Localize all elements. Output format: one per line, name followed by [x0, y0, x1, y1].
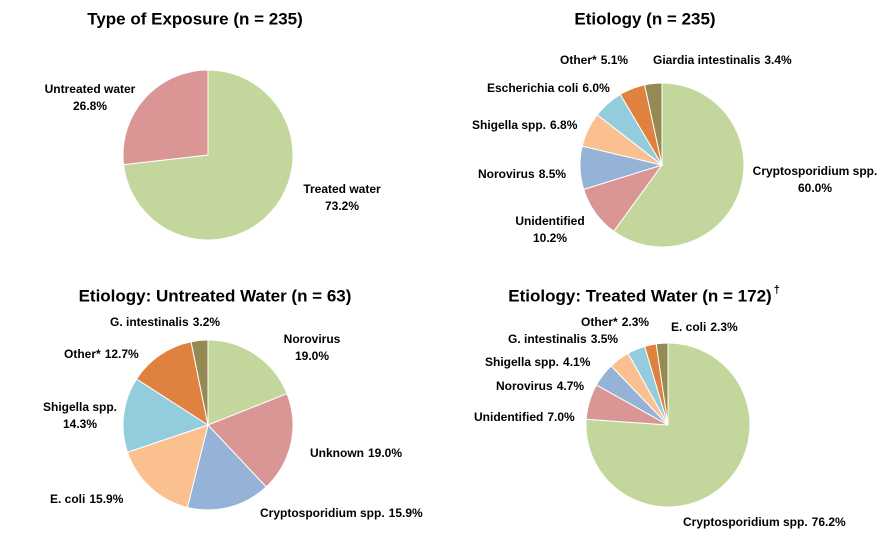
chart-title: Type of Exposure (n = 235) — [87, 9, 303, 28]
value-label: 10.2% — [533, 231, 567, 245]
pie-slice — [190, 339, 209, 426]
slice-label: Cryptosporidium spp. — [260, 506, 385, 520]
chart-title: Etiology: Treated Water (n = 172) — [508, 286, 771, 305]
value-label: 14.3% — [63, 417, 97, 431]
slice-label: Other* — [64, 347, 101, 361]
slice-label: Shigella spp. — [472, 118, 546, 132]
value-label: 4.7% — [557, 379, 585, 393]
pie-slice — [644, 82, 663, 166]
value-label: 5.1% — [601, 53, 629, 67]
slice-label: Unknown — [310, 446, 364, 460]
slice-label: G. intestinalis — [110, 315, 189, 329]
value-label: 2.3% — [710, 320, 738, 334]
value-label: 3.5% — [591, 332, 619, 346]
slice-label: Untreated water — [45, 82, 136, 96]
slice-label: Cryptosporidium spp. — [683, 515, 808, 529]
pie-slice — [186, 423, 267, 511]
value-label: 15.9% — [89, 492, 123, 506]
slice-label: Shigella spp. — [485, 355, 559, 369]
slice-label: Cryptosporidium spp. — [753, 164, 878, 178]
pie-slice — [135, 341, 209, 427]
slice-label: E. coli — [50, 492, 85, 506]
slice-label: Other* — [581, 315, 618, 329]
value-label: 4.1% — [563, 355, 591, 369]
value-label: 26.8% — [73, 99, 107, 113]
value-label: 3.2% — [193, 315, 221, 329]
slice-label: Norovirus — [284, 332, 341, 346]
value-label: 3.4% — [764, 53, 792, 67]
slice-label: Norovirus — [478, 167, 535, 181]
slice-label: Unidentified — [515, 214, 584, 228]
value-label: 6.8% — [550, 118, 578, 132]
slice-label: G. intestinalis — [508, 332, 587, 346]
pie-slice — [655, 342, 669, 426]
pie-slice — [122, 378, 210, 453]
slice-label: Treated water — [303, 182, 381, 196]
value-label: 6.0% — [582, 81, 610, 95]
slice-label: E. coli — [671, 320, 706, 334]
pie-slice — [207, 393, 294, 488]
value-label: 12.7% — [105, 347, 139, 361]
chart-title: Etiology (n = 235) — [574, 9, 715, 28]
pie-slice — [122, 69, 209, 166]
value-label: 7.0% — [547, 410, 575, 424]
title-note: † — [774, 284, 780, 296]
slice-label: Norovirus — [496, 379, 553, 393]
slice-label: Shigella spp. — [43, 400, 117, 414]
value-label: 2.3% — [622, 315, 650, 329]
slice-label: Unidentified — [474, 410, 543, 424]
slice-label: Other* — [560, 53, 597, 67]
pie-slice — [613, 82, 745, 248]
value-label: 19.0% — [295, 349, 329, 363]
value-label: 15.9% — [389, 506, 423, 520]
value-label: 76.2% — [812, 515, 846, 529]
value-label: 60.0% — [798, 181, 832, 195]
value-label: 19.0% — [368, 446, 402, 460]
slice-label: Escherichia coli — [487, 81, 578, 95]
value-label: 8.5% — [539, 167, 567, 181]
slice-label: Giardia intestinalis — [653, 53, 761, 67]
chart-title: Etiology: Untreated Water (n = 63) — [79, 286, 352, 305]
pie-slice — [207, 339, 288, 426]
value-label: 73.2% — [325, 199, 359, 213]
